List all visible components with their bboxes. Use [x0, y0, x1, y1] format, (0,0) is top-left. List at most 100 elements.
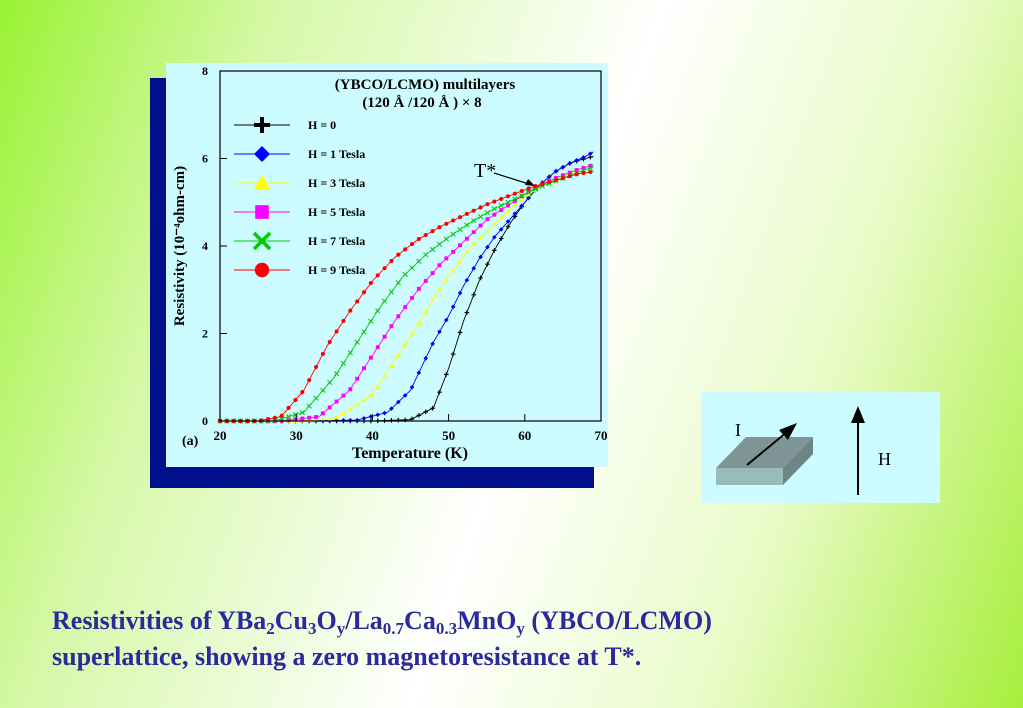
- data-point: [382, 334, 387, 339]
- plot-frame: [219, 70, 602, 422]
- data-point: [409, 384, 415, 390]
- data-point: [382, 410, 387, 416]
- caption-subscript: 0.7: [382, 619, 405, 638]
- data-point: [478, 223, 483, 228]
- data-point: [505, 224, 511, 230]
- x-tick-label: 40: [366, 428, 379, 443]
- data-point: [464, 310, 470, 315]
- data-point: [519, 203, 525, 209]
- data-point: [525, 189, 532, 196]
- data-point: [334, 399, 339, 404]
- data-point: [546, 174, 552, 180]
- data-point: [471, 217, 477, 224]
- data-point: [498, 215, 504, 220]
- data-point: [505, 199, 511, 205]
- data-point: [389, 363, 394, 368]
- series-2: [217, 162, 594, 423]
- y-tick-label: 2: [202, 327, 208, 341]
- caption-subscript: 3: [307, 619, 317, 638]
- data-point: [423, 252, 429, 258]
- data-point: [265, 417, 271, 422]
- caption-subscript: 0.3: [435, 619, 458, 638]
- data-point: [533, 183, 538, 189]
- data-point: [547, 180, 552, 185]
- data-point: [492, 212, 497, 217]
- data-point: [457, 290, 463, 296]
- data-point: [403, 305, 408, 310]
- caption-text: /La: [345, 606, 383, 635]
- series-line: [220, 171, 594, 422]
- data-point: [368, 280, 373, 286]
- data-point: [382, 266, 387, 271]
- data-point: [492, 234, 497, 240]
- data-point: [389, 406, 394, 411]
- data-point: [444, 221, 449, 226]
- data-point: [430, 341, 435, 347]
- data-point: [450, 304, 456, 310]
- y-tick-label: 6: [202, 152, 208, 166]
- x-tick-label: 30: [290, 428, 303, 443]
- data-point: [279, 413, 284, 418]
- data-point: [307, 415, 312, 420]
- t-star-arrowhead: [525, 179, 535, 186]
- data-point: [430, 271, 435, 276]
- data-point: [354, 402, 360, 407]
- resistivity-chart: 20 30 40 50 60 70 0 2 4 6 8 (YBCO/LCMO) multilayer…: [172, 64, 608, 462]
- y-axis-label: Resistivity (10⁻⁴ohm-cm): [172, 166, 188, 326]
- data-point: [355, 299, 360, 304]
- legend-label: H = 1 Tesla: [308, 147, 365, 161]
- data-point: [478, 205, 483, 210]
- data-point: [396, 417, 401, 423]
- data-point: [354, 339, 360, 345]
- current-arrow-line: [746, 431, 788, 466]
- data-point: [396, 352, 401, 357]
- curves-layer: [217, 151, 594, 424]
- data-point: [484, 210, 491, 216]
- data-point: [416, 236, 421, 242]
- data-point: [333, 371, 340, 377]
- data-point: [485, 261, 490, 267]
- data-point: [519, 188, 524, 194]
- data-point: [409, 265, 415, 271]
- data-point: [423, 232, 428, 238]
- caption-text: Resistivities of YBa: [52, 606, 267, 635]
- ticks-layer: 20 30 40 50 60 70 0 2 4 6 8: [202, 64, 608, 443]
- field-arrow-head: [851, 406, 865, 423]
- data-point: [471, 292, 477, 298]
- data-point: [285, 413, 292, 420]
- data-point: [464, 222, 470, 228]
- data-point: [471, 230, 476, 235]
- data-point: [505, 208, 511, 213]
- data-point: [491, 206, 497, 212]
- data-point: [499, 208, 504, 213]
- data-point: [450, 351, 456, 357]
- data-point: [457, 330, 463, 335]
- data-point: [567, 161, 573, 166]
- series-line: [220, 151, 594, 422]
- data-point: [293, 397, 298, 403]
- data-point: [512, 198, 517, 203]
- legend-label: H = 0: [308, 118, 336, 132]
- data-point: [403, 247, 408, 252]
- data-point: [512, 202, 518, 207]
- caption-text: (YBCO/LCMO): [524, 606, 712, 635]
- data-point: [320, 387, 326, 394]
- data-point: [519, 193, 525, 199]
- data-point: [512, 191, 517, 196]
- x-tick-label: 20: [214, 428, 227, 443]
- legend-label: H = 7 Tesla: [308, 234, 365, 248]
- data-point: [410, 295, 414, 300]
- data-point: [485, 244, 490, 250]
- caption-subscript: y: [516, 619, 525, 638]
- caption-text: O: [316, 606, 337, 635]
- data-point: [402, 393, 408, 398]
- data-point: [588, 169, 593, 175]
- data-point: [416, 321, 422, 326]
- data-point: [299, 410, 305, 416]
- data-point: [574, 157, 579, 163]
- data-point: [341, 318, 346, 324]
- chart-panel: 20 30 40 50 60 70 0 2 4 6 8 (YBCO/LCMO) multilayer…: [166, 63, 608, 467]
- data-point: [307, 378, 312, 383]
- legend-marker: [255, 205, 269, 219]
- data-point: [313, 364, 319, 370]
